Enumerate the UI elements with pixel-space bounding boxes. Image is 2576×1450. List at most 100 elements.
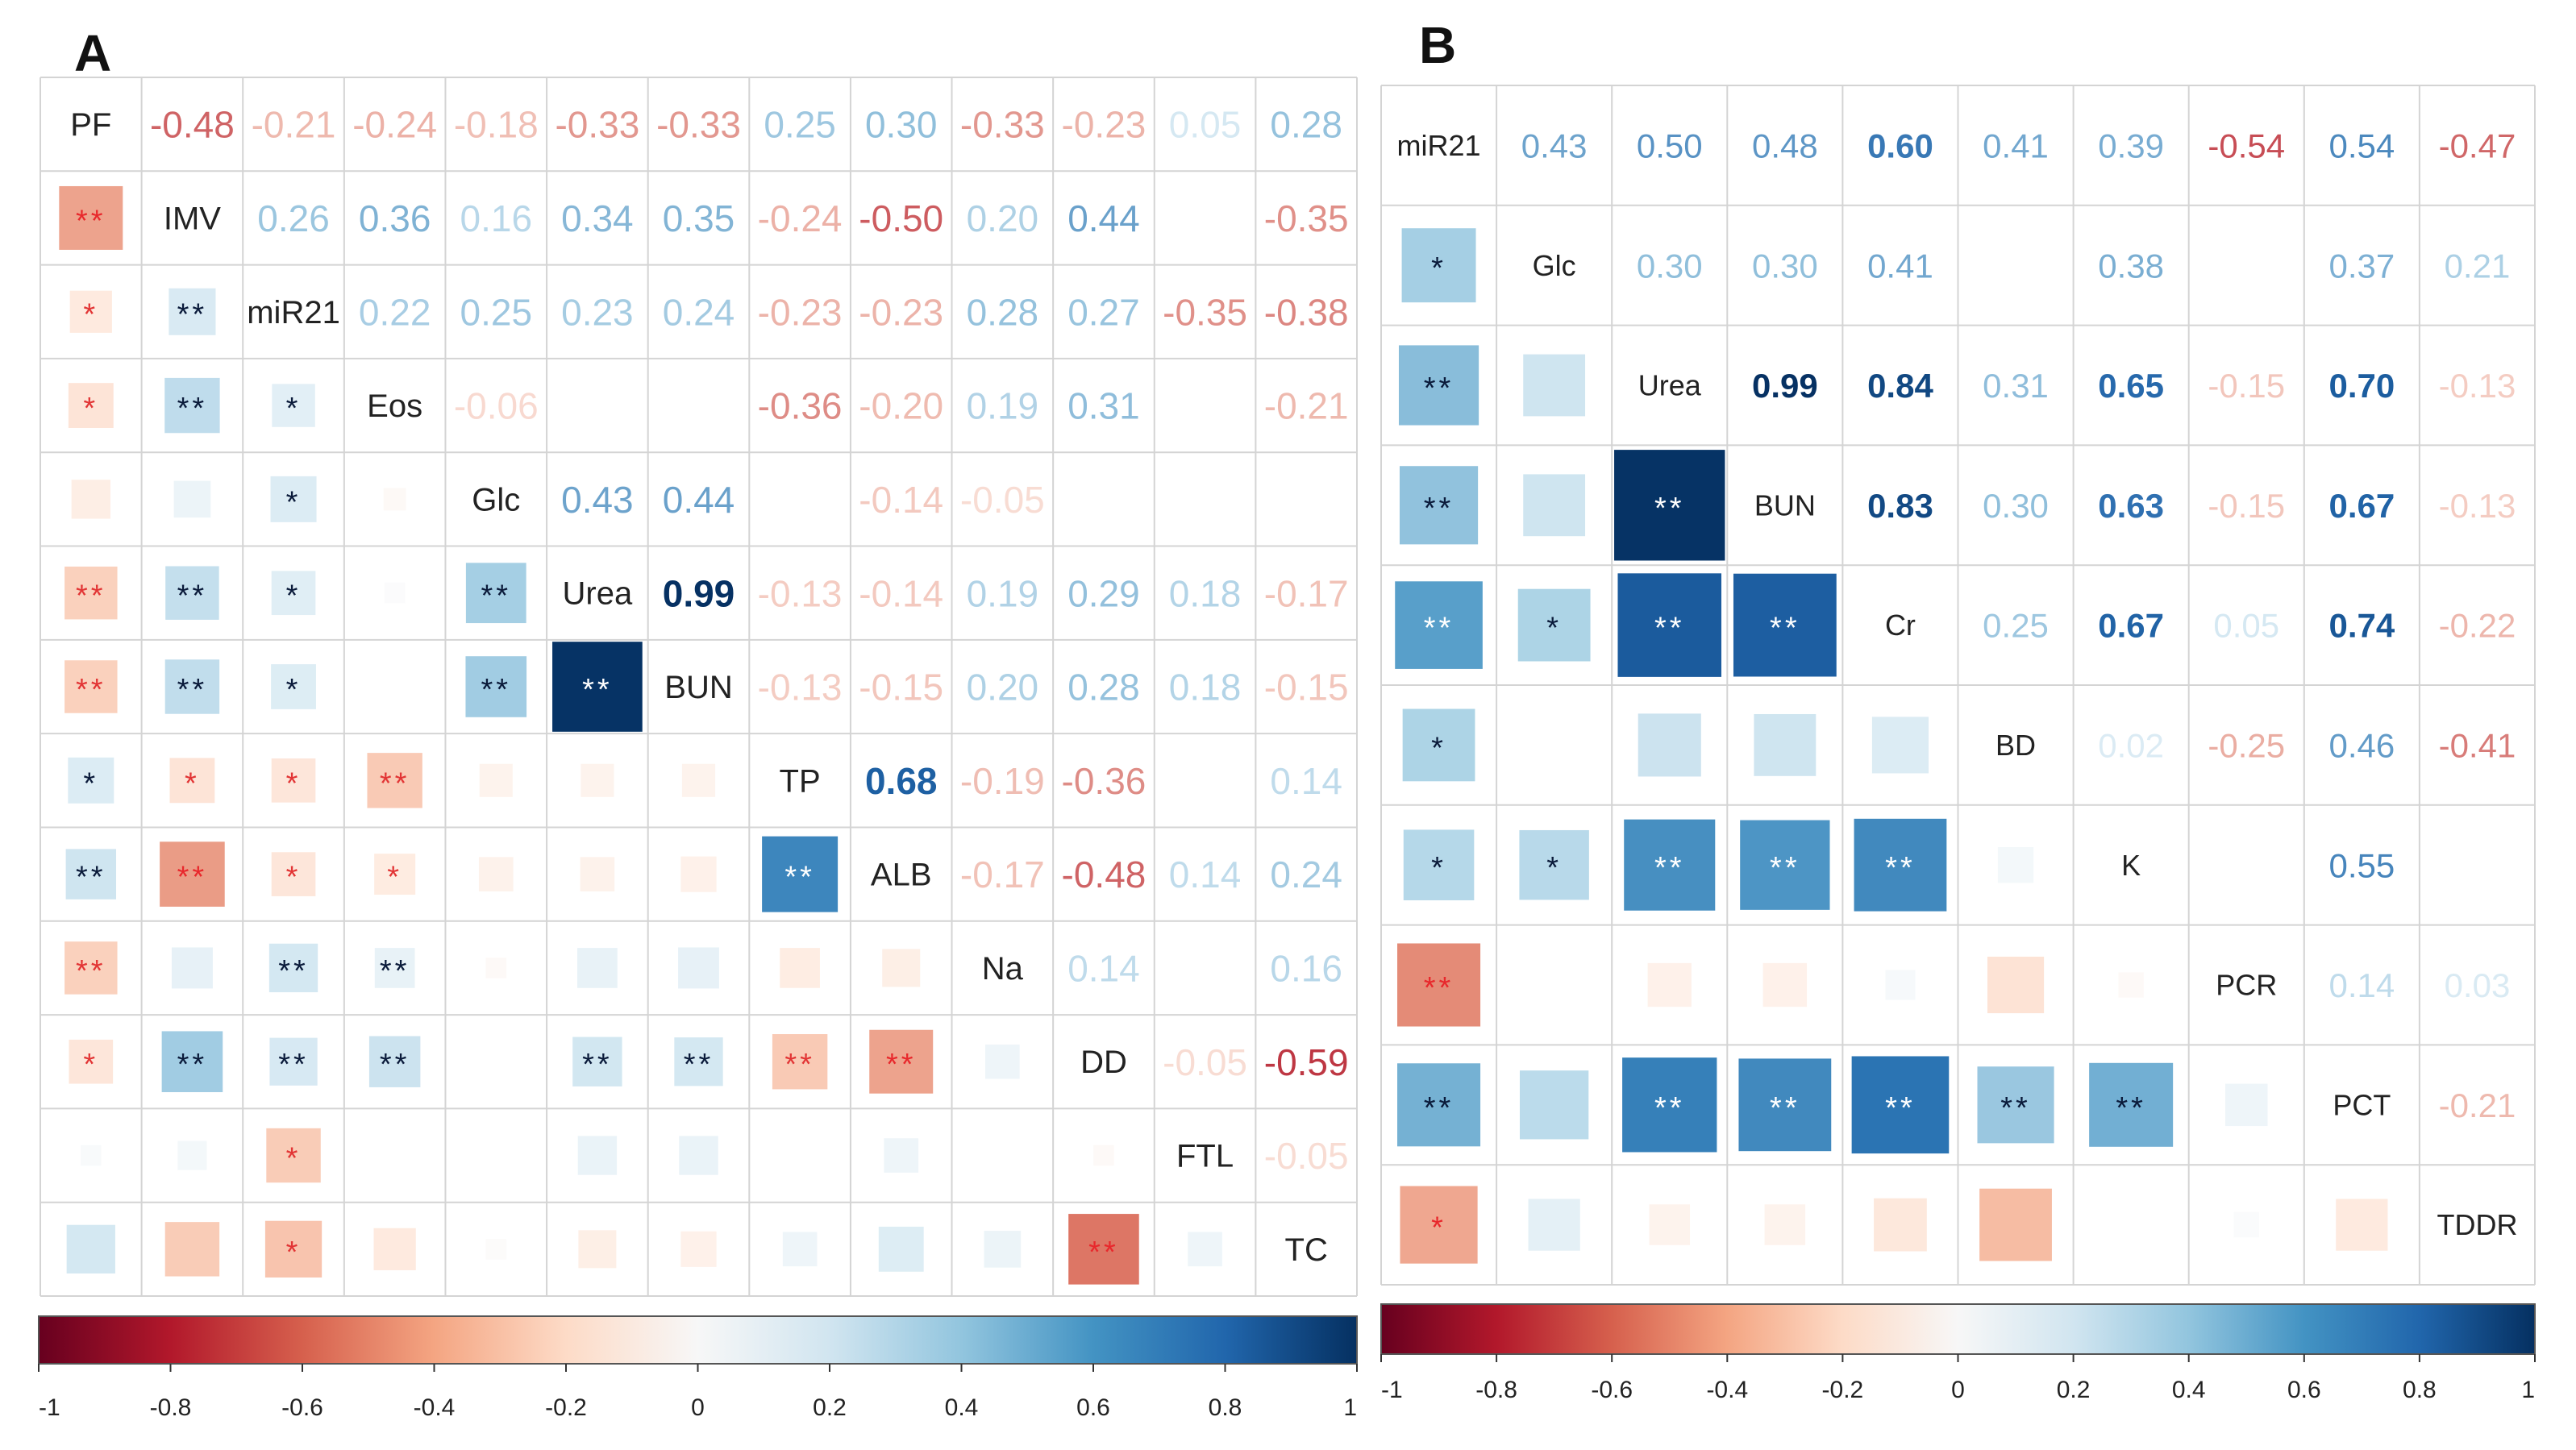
correlation-square [1517,588,1591,662]
significance-stars: ** [684,1048,714,1082]
correlation-square [1649,1204,1691,1245]
coefficient-label: 0.23 [561,291,634,333]
correlation-square [485,1239,507,1260]
coefficient-label: -0.23 [859,291,943,333]
correlation-square [374,948,415,988]
panel-label: B [1419,16,1456,74]
coefficient-label: 0.65 [2098,367,2164,405]
correlation-square [1851,1056,1950,1154]
coefficient-label: 0.44 [1067,197,1140,239]
significance-stars: * [286,673,302,707]
significance-stars: ** [177,673,208,707]
coefficient-label: -0.17 [960,854,1045,895]
correlation-square [577,948,618,988]
coefficient-label: -0.48 [1062,854,1147,895]
coefficient-label: 0.30 [1752,247,1818,285]
correlation-square [160,841,225,907]
colorbar-tick-label: -0.6 [281,1394,323,1421]
diagonal-label: Urea [1638,369,1702,402]
correlation-square [1738,1058,1832,1152]
colorbar-tick-label: -0.2 [1822,1377,1864,1403]
coefficient-label: -0.13 [2439,367,2516,405]
significance-stars: ** [784,861,815,895]
significance-stars: ** [1088,1236,1119,1269]
correlation-square [552,642,643,732]
correlation-square [1519,1070,1589,1140]
coefficient-label: 0.67 [2328,487,2395,525]
diagonal-label: Glc [1533,249,1576,282]
coefficient-label: -0.17 [1264,572,1349,614]
coefficient-label: -0.50 [859,197,943,239]
coefficient-label: 0.21 [2445,247,2511,285]
coefficient-label: 0.36 [359,197,431,239]
coefficient-label: -0.18 [454,104,539,146]
correlation-square [2225,1083,2268,1127]
correlation-square [478,857,514,891]
correlation-square [762,836,839,912]
correlation-square [2089,1062,2174,1147]
significance-stars: ** [1654,612,1685,646]
coefficient-label: 0.54 [2328,127,2395,165]
significance-stars: * [1546,851,1562,885]
coefficient-label: 0.18 [1169,667,1242,708]
coefficient-label: 0.25 [764,104,836,146]
correlation-square [780,948,820,988]
correlation-square [1068,1214,1139,1285]
correlation-square [1885,970,1916,1000]
correlation-square [169,758,215,804]
correlation-square [1624,819,1716,911]
coefficient-label: -0.05 [1163,1041,1247,1083]
correlation-square [2336,1199,2388,1251]
colorbar-tick-label: 0.2 [813,1394,847,1421]
correlation-square [1762,962,1808,1008]
significance-stars: ** [1885,1091,1916,1125]
correlation-square [581,763,614,797]
correlation-square [1979,1188,2052,1261]
coefficient-label: 0.60 [1867,127,1933,165]
coefficient-label: -0.41 [2439,727,2516,765]
significance-stars: ** [886,1048,917,1082]
correlation-square [984,1231,1022,1268]
colorbar-tick-label: -0.4 [1706,1377,1748,1403]
correlation-square [367,753,422,808]
coefficient-label: -0.13 [758,572,843,614]
colorbar-tick-label: 0.2 [2057,1377,2091,1403]
significance-stars: ** [76,580,106,613]
coefficient-label: 0.43 [1521,127,1588,165]
coefficient-label: 0.18 [1169,572,1242,614]
significance-stars: ** [481,673,511,707]
coefficient-label: -0.23 [758,291,843,333]
significance-stars: ** [76,954,106,988]
matrix-grid [40,77,1358,1297]
coefficient-label: -0.54 [2208,127,2285,165]
coefficient-label: -0.35 [1163,291,1247,333]
correlation-square [1871,717,1929,774]
significance-stars: * [83,392,98,426]
significance-stars: * [286,485,302,519]
correlation-square [1397,1063,1481,1147]
coefficient-label: -0.13 [2439,487,2516,525]
diagonal-label: ALB [871,858,932,893]
significance-stars: ** [1654,1091,1685,1125]
diagonal-label: BUN [1754,488,1816,521]
significance-stars: ** [177,1048,208,1082]
coefficient-label: 0.29 [1067,572,1140,614]
coefficient-label: 0.16 [460,197,533,239]
correlation-square [1977,1066,2054,1144]
correlation-square [264,1220,323,1278]
coefficient-label: 0.28 [967,291,1039,333]
significance-stars: ** [481,580,511,613]
correlation-square [271,571,316,616]
correlation-square [65,660,118,713]
diagonal-label: TDDR [2437,1208,2517,1241]
significance-stars: * [286,392,302,426]
coefficient-label: 0.84 [1867,367,1933,405]
correlation-square [1523,354,1586,417]
coefficient-label: -0.36 [758,385,843,427]
significance-stars: ** [2116,1091,2146,1125]
correlation-square [680,856,717,892]
coefficient-label: 0.99 [663,572,735,614]
correlation-square [268,943,318,993]
